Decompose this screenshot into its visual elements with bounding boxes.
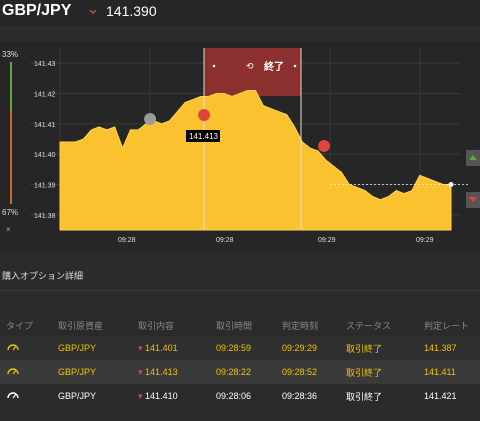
trade-table: タイプ 取引原資産 取引内容 取引時間 判定時刻 ステータス 判定レート GBP…: [0, 314, 480, 408]
gauge-high-bar: [10, 62, 12, 110]
row-status: 取引終了: [346, 343, 383, 354]
down-arrow-icon: [469, 197, 477, 202]
row-judge: 09:29:29: [282, 343, 318, 353]
trade-marker-2: [198, 109, 211, 130]
details-divider: [0, 290, 480, 291]
gauge-low-percent: 67%: [2, 208, 19, 217]
x-tick-label: 09:28: [216, 237, 234, 244]
top-bar: [0, 0, 480, 26]
marker-price: 141.413: [189, 132, 218, 141]
row-price: 141.413: [145, 366, 178, 377]
row-time: 09:28:22: [216, 367, 252, 377]
down-arrow-icon: ▾: [138, 390, 143, 401]
end-left-dot: [212, 64, 216, 68]
gauge-icon: [7, 344, 19, 351]
y-tick-label: 141.39: [34, 183, 56, 190]
details-title: 購入オプション詳細: [2, 271, 84, 281]
col-type: タイプ: [6, 320, 34, 331]
col-trade: 取引内容: [138, 320, 175, 331]
trade-marker-3: [318, 140, 331, 161]
row-time: 09:28:59: [216, 343, 252, 353]
col-status: ステータス: [346, 320, 392, 331]
table-row[interactable]: GBP/JPY ▾ 141.401 09:28:59 09:29:29 取引終了…: [0, 336, 480, 360]
down-arrow-icon: ▾: [138, 366, 143, 377]
row-rate: 141.387: [424, 343, 457, 353]
col-asset: 取引原資産: [58, 320, 104, 331]
marker-price-box: [186, 130, 220, 142]
y-tick-label: 141.43: [34, 61, 56, 68]
judge-period-highlight: [204, 48, 301, 96]
row-time: 09:28:06: [216, 391, 252, 401]
x-tick-label: 09:28: [118, 237, 136, 244]
row-rate: 141.421: [424, 391, 457, 401]
col-time: 取引時間: [216, 320, 253, 331]
col-judge: 判定時刻: [282, 320, 319, 331]
x-tick-label: 09:29: [318, 237, 336, 244]
end-label: 終了: [264, 60, 284, 73]
y-tick-label: 141.40: [34, 152, 56, 159]
price-chart: 141.43 141.42 141.41 141.40 141.39 141.38 09:…: [30, 48, 480, 244]
row-status: 取引終了: [346, 367, 383, 378]
col-rate: 判定レート: [424, 320, 470, 331]
gauge-close-icon[interactable]: ×: [6, 225, 11, 234]
price-area: [59, 90, 452, 231]
y-tick-label: 141.41: [34, 122, 56, 129]
row-price: 141.410: [145, 390, 178, 401]
table-row[interactable]: GBP/JPY ▾ 141.410 09:28:06 09:28:36 取引終了…: [0, 384, 480, 408]
row-asset: GBP/JPY: [58, 343, 97, 353]
x-tick-label: 09:29: [416, 237, 434, 244]
row-judge: 09:28:52: [282, 367, 318, 377]
current-price-dot: [448, 182, 454, 187]
row-price: 141.401: [145, 342, 178, 353]
row-asset: GBP/JPY: [58, 367, 97, 377]
gauge-high-percent: 33%: [2, 50, 19, 59]
current-price: 141.390: [106, 3, 157, 19]
y-tick-label: 141.38: [34, 213, 56, 220]
table-row[interactable]: GBP/JPY ▾ 141.413 09:28:22 09:28:52 取引終了…: [0, 360, 480, 384]
table-header: タイプ 取引原資産 取引内容 取引時間 判定時刻 ステータス 判定レート: [0, 314, 480, 336]
down-arrow-icon: ▾: [138, 342, 143, 353]
end-icon: ⟲: [246, 61, 254, 71]
trade-marker-1: [144, 113, 157, 134]
row-asset: GBP/JPY: [58, 391, 97, 401]
y-tick-label: 141.42: [34, 92, 56, 99]
row-status: 取引終了: [346, 391, 383, 402]
down-arrow-icon: [89, 10, 97, 14]
gauge-low-bar: [10, 110, 12, 204]
end-right-dot: [293, 64, 297, 68]
row-judge: 09:28:36: [282, 391, 318, 401]
up-arrow-icon: [469, 155, 477, 160]
pair-name: GBP/JPY: [2, 2, 72, 19]
y-axis: 141.43 141.42 141.41 141.40 141.39 141.38: [34, 61, 56, 220]
row-rate: 141.411: [424, 367, 456, 377]
gauge-icon: [7, 368, 19, 375]
gauge-icon: [7, 392, 19, 399]
x-axis: 09:28 09:28 09:29 09:29: [118, 237, 434, 244]
